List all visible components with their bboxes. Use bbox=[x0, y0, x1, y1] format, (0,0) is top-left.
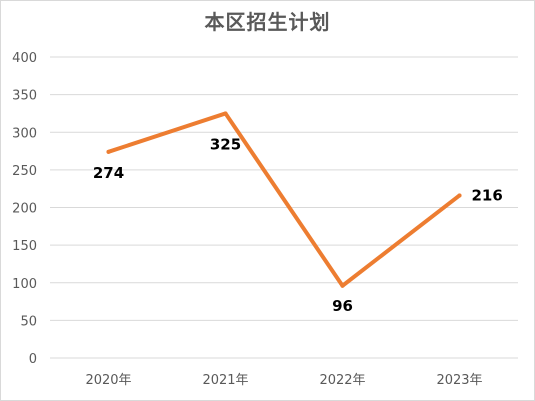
series-line bbox=[106, 111, 462, 288]
data-point bbox=[457, 193, 462, 198]
y-tick-label: 250 bbox=[12, 164, 37, 179]
y-tick-label: 200 bbox=[12, 202, 37, 217]
y-tick-label: 350 bbox=[12, 89, 37, 104]
x-tick-label: 2020年 bbox=[85, 373, 131, 388]
chart-title: 本区招生计划 bbox=[204, 10, 331, 34]
data-label: 216 bbox=[472, 186, 503, 204]
x-axis: 2020年 2021年 2022年 2023年 bbox=[85, 373, 482, 388]
data-point bbox=[106, 149, 111, 154]
x-tick-label: 2022年 bbox=[319, 373, 365, 388]
data-label: 274 bbox=[93, 164, 124, 182]
data-point bbox=[340, 283, 345, 288]
y-tick-label: 150 bbox=[12, 239, 37, 254]
y-tick-label: 0 bbox=[29, 352, 37, 367]
x-tick-label: 2023年 bbox=[436, 373, 482, 388]
x-tick-label: 2021年 bbox=[202, 373, 248, 388]
y-tick-label: 50 bbox=[20, 314, 37, 329]
y-tick-label: 300 bbox=[12, 126, 37, 141]
y-axis: 0 50 100 150 200 250 300 350 400 bbox=[12, 51, 37, 367]
data-label: 96 bbox=[332, 297, 353, 315]
series-line-group bbox=[106, 111, 462, 288]
data-point bbox=[223, 111, 228, 116]
gridlines bbox=[50, 56, 518, 359]
data-labels: 274 325 96 216 bbox=[93, 135, 503, 314]
y-tick-label: 100 bbox=[12, 277, 37, 292]
data-label: 325 bbox=[210, 135, 241, 153]
y-tick-label: 400 bbox=[12, 51, 37, 66]
